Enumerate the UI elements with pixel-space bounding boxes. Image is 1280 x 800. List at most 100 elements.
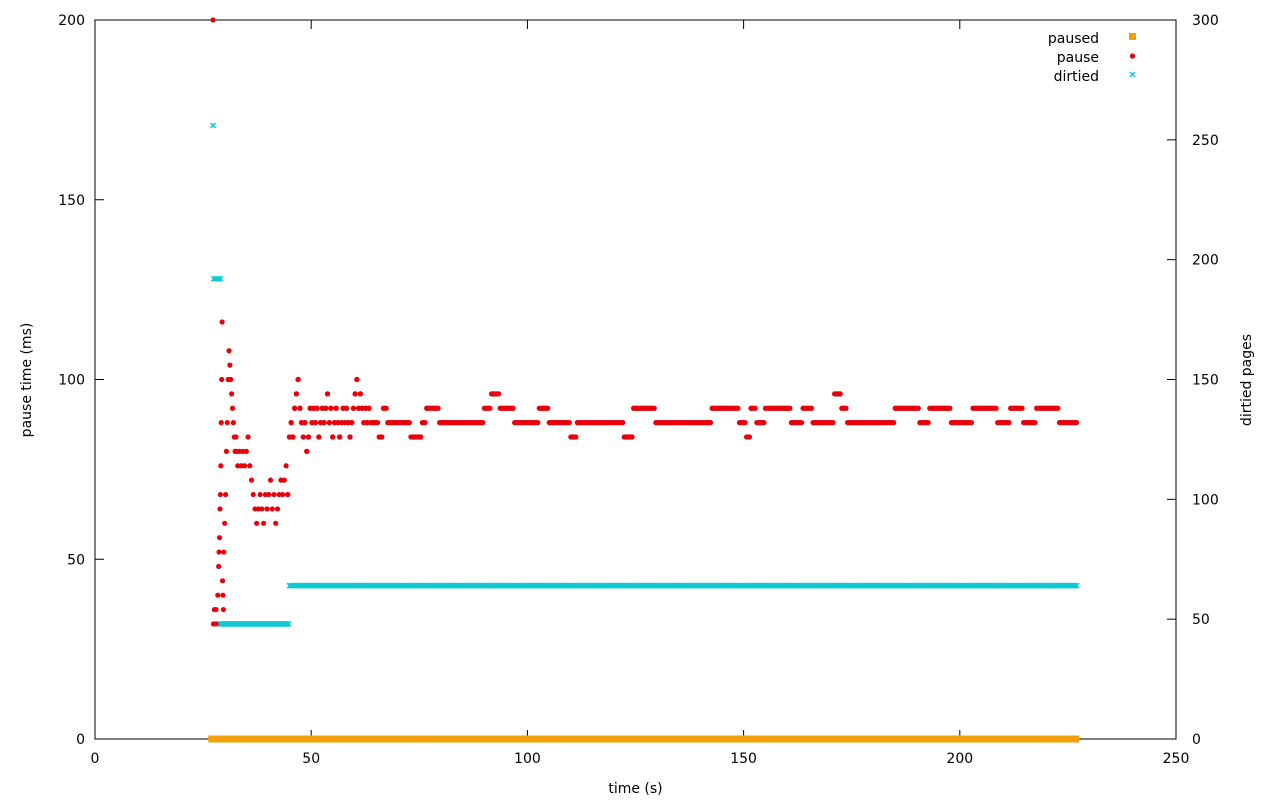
pause-point: [302, 420, 308, 426]
y-tick-label: 200: [58, 13, 85, 29]
pause-point: [229, 391, 235, 397]
dirtied-point: [215, 275, 222, 282]
cross-stroke: [285, 620, 292, 627]
pause-point: [216, 549, 222, 555]
pause-point: [259, 506, 265, 512]
axis-ticks: 0 50 100 150 200 2500501001502000501001502002…: [58, 13, 1218, 767]
y-tick-label: 50: [67, 552, 85, 568]
y-tick-label: 150: [58, 193, 85, 209]
pause-point: [915, 405, 921, 411]
x-tick-label: 200: [946, 751, 973, 767]
pause-point: [344, 405, 350, 411]
pause-point: [281, 477, 287, 483]
pause-point: [843, 405, 849, 411]
pause-point: [269, 506, 275, 512]
pause-point: [328, 405, 334, 411]
dirtied-point: [1072, 582, 1079, 589]
pause-point: [629, 434, 635, 440]
pause-point: [333, 405, 339, 411]
pause-point: [535, 420, 541, 426]
pause-point: [217, 491, 223, 498]
pause-point: [418, 434, 424, 440]
dirtied-point: [1073, 582, 1080, 589]
pause-point: [326, 420, 332, 426]
pause-point: [330, 434, 336, 440]
pause-point: [968, 420, 975, 426]
pause-point: [735, 405, 741, 411]
x-axis-title: time (s): [608, 781, 662, 797]
legend-marker-pause: [1129, 53, 1136, 59]
pause-point: [219, 319, 225, 325]
cross-stroke: [1073, 582, 1080, 589]
pause-point: [366, 405, 372, 411]
pause-point: [837, 391, 843, 397]
pause-point: [228, 376, 234, 383]
pause-point: [229, 405, 236, 411]
pause-point: [325, 391, 331, 397]
dirtied-point: [283, 620, 291, 627]
pause-point: [1055, 405, 1061, 411]
pause-point: [221, 549, 227, 555]
cross-stroke: [210, 122, 217, 129]
pause-point: [247, 463, 253, 469]
pause-point: [480, 420, 486, 426]
pause-point: [264, 506, 270, 512]
y2-tick-label: 100: [1192, 492, 1219, 508]
cross-stroke: [217, 275, 224, 282]
pause-point: [321, 420, 327, 426]
x-tick-label: 250: [1163, 751, 1190, 767]
legend-marker-paused: [1129, 33, 1136, 40]
pause-point: [216, 563, 222, 570]
pause-point: [218, 463, 224, 469]
cross-stroke: [1072, 582, 1079, 589]
pause-point: [274, 506, 281, 512]
pause-point: [487, 405, 493, 411]
pause-point: [257, 491, 263, 498]
pause-point: [742, 420, 748, 426]
pause-point: [243, 448, 249, 454]
pause-point: [295, 376, 301, 383]
dirtied-point: [217, 275, 224, 282]
legend-label-pause: pause: [1057, 50, 1099, 66]
legend: paused pause dirtied: [1048, 31, 1136, 85]
pause-point: [352, 391, 358, 397]
pause-point: [242, 463, 248, 469]
plot-frame: [94, 19, 1177, 740]
pause-point: [226, 348, 232, 354]
pause-point: [219, 578, 226, 584]
x-tick-label: 50: [302, 751, 320, 767]
y2-tick-label: 200: [1192, 253, 1219, 269]
pause-point: [300, 434, 307, 440]
pause-point: [435, 405, 441, 411]
x-tick-label: 150: [730, 751, 757, 767]
pause-point: [357, 391, 364, 397]
pause-point: [830, 420, 836, 426]
pause-point: [1032, 420, 1038, 426]
y2-axis-title: dirtied pages: [1239, 334, 1255, 426]
y2-tick-label: 150: [1192, 373, 1219, 389]
pause-point: [248, 477, 255, 483]
pause-point: [746, 434, 753, 440]
y-tick-label: 0: [76, 732, 85, 748]
pause-point: [383, 405, 389, 411]
pause-point: [283, 463, 289, 469]
legend-label-dirtied: dirtied: [1054, 69, 1099, 85]
pause-point: [216, 535, 223, 541]
pause-point: [651, 405, 657, 411]
pause-point: [230, 420, 236, 426]
y-tick-label: 100: [58, 373, 85, 389]
pause-point: [566, 420, 572, 426]
y-axis-title: pause time (ms): [19, 323, 35, 438]
y2-tick-label: 0: [1192, 732, 1201, 748]
pause-point: [947, 405, 953, 411]
cross-stroke: [215, 275, 222, 282]
pause-point: [297, 405, 303, 411]
pause-point: [293, 391, 300, 397]
series-pause: [210, 17, 1080, 627]
pause-point: [707, 420, 714, 426]
pause-point: [347, 434, 353, 440]
pause-point: [233, 434, 239, 440]
pause-point: [422, 420, 428, 426]
pause-point: [1019, 405, 1025, 411]
